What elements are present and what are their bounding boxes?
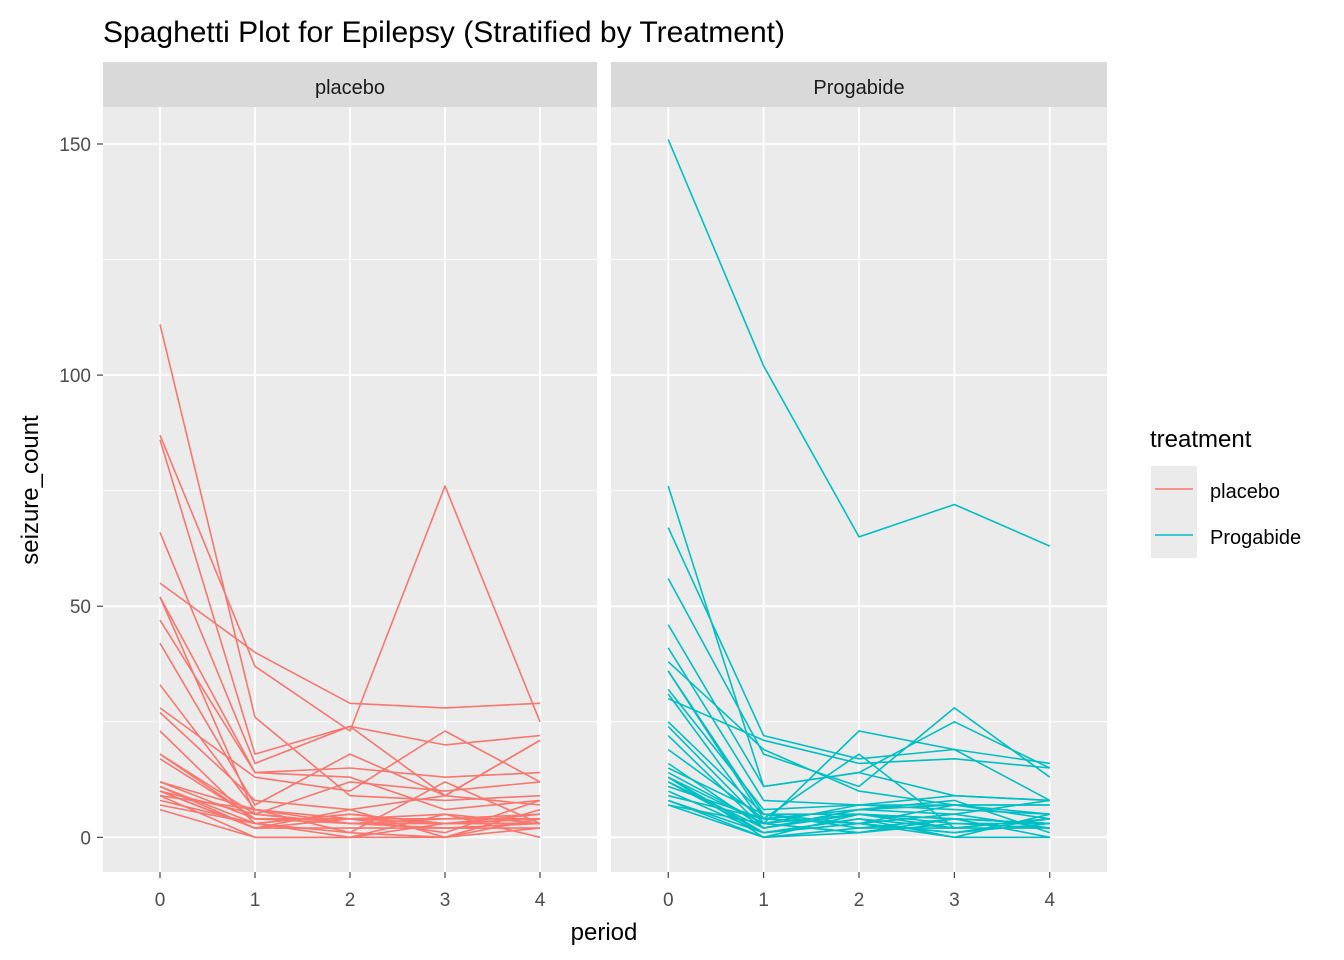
panel-progabide: Progabide <box>611 62 1107 872</box>
x-tick-label: 1 <box>250 890 261 911</box>
series-line-1 <box>667 139 1051 547</box>
x-tick-label: 3 <box>949 890 960 911</box>
series-line-5 <box>159 582 541 709</box>
y-axis: 0 50 100 150 <box>59 135 103 849</box>
y-tick-label: 0 <box>80 828 91 849</box>
y-tick-label: 100 <box>59 366 91 387</box>
x-tick-label: 0 <box>155 890 166 911</box>
x-tick-label: 3 <box>440 890 451 911</box>
series-line-27 <box>667 697 1050 769</box>
x-tick-label: 1 <box>758 890 769 911</box>
series-lines-progabide <box>667 139 1051 839</box>
x-tick-label: 2 <box>854 890 865 911</box>
legend-title: treatment <box>1150 426 1252 453</box>
facet-label-placebo: placebo <box>315 77 385 99</box>
series-line-30 <box>667 781 1050 839</box>
series-line-11 <box>159 707 541 792</box>
x-axis-progabide: 0 1 2 3 4 <box>663 872 1055 911</box>
panel-placebo: placebo <box>103 62 597 872</box>
chart-title: Spaghetti Plot for Epilepsy (Stratified … <box>103 16 785 49</box>
facet-strip-placebo <box>103 62 597 107</box>
x-tick-label: 0 <box>663 890 674 911</box>
y-axis-title: seizure_count <box>17 415 44 565</box>
facet-label-progabide: Progabide <box>813 77 904 99</box>
series-line-5 <box>667 624 1051 788</box>
y-tick-label: 50 <box>70 597 91 618</box>
series-line-7 <box>159 596 541 816</box>
series-line-4 <box>667 578 1051 788</box>
series-line-6 <box>159 596 541 779</box>
legend: treatment placebo Progabide <box>1150 426 1301 558</box>
series-line-25 <box>159 808 541 839</box>
series-line-2 <box>159 434 541 732</box>
series-line-23 <box>667 799 1050 839</box>
x-tick-label: 4 <box>535 890 546 911</box>
series-line-28 <box>159 794 541 839</box>
series-line-27 <box>159 790 541 839</box>
series-line-31 <box>667 670 1050 825</box>
series-line-8 <box>159 619 541 811</box>
y-tick-label: 150 <box>59 135 91 156</box>
legend-label-placebo: placebo <box>1210 481 1280 503</box>
series-line-10 <box>667 693 1051 825</box>
x-axis-placebo: 0 1 2 3 4 <box>155 872 546 911</box>
facet-strip-progabide <box>611 62 1107 107</box>
series-line-3 <box>667 527 1050 765</box>
series-lines-placebo <box>159 324 541 839</box>
x-axis-title: period <box>571 919 638 946</box>
gridlines-progabide <box>611 107 1107 872</box>
series-line-19 <box>159 785 541 829</box>
x-tick-label: 4 <box>1044 890 1055 911</box>
x-tick-label: 2 <box>345 890 356 911</box>
series-line-9 <box>159 642 541 806</box>
legend-label-progabide: Progabide <box>1210 527 1301 549</box>
